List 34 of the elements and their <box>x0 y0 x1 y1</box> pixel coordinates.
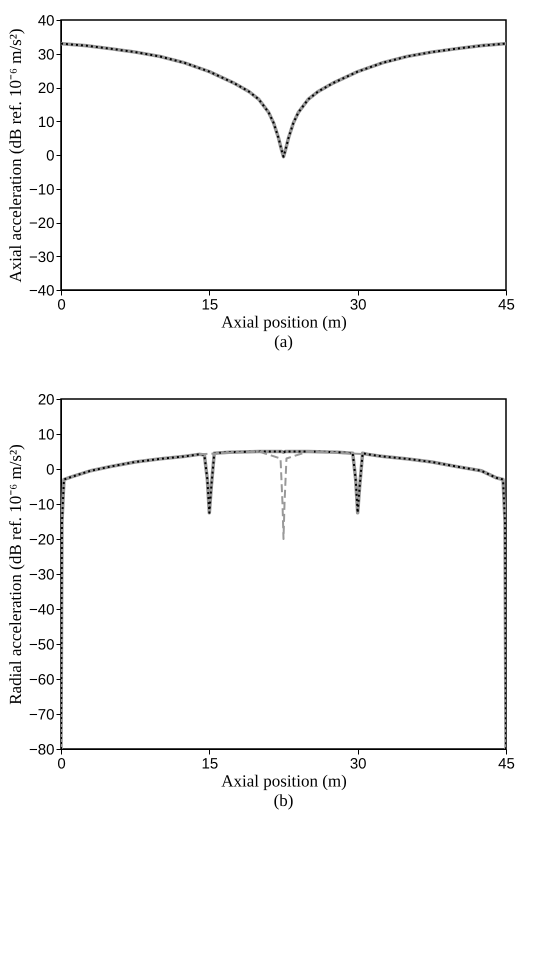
x-tick-label: 45 <box>498 756 515 772</box>
x-tick-label: 15 <box>201 756 218 772</box>
y-axis-title: Axial acceleration (dB ref. 10⁻⁶ m/s²) <box>6 28 26 282</box>
y-axis-title: Radial acceleration (dB ref. 10⁻⁶ m/s²) <box>6 444 26 705</box>
x-tick-label: 0 <box>57 296 66 314</box>
y-tick-label: −70 <box>29 706 54 724</box>
y-tick-label: −50 <box>29 636 54 654</box>
y-tick-label: −20 <box>29 532 54 548</box>
x-tick-label: 0 <box>57 756 66 772</box>
x-tick-label: 30 <box>350 756 367 772</box>
y-tick-label: 0 <box>46 462 54 478</box>
y-tick-label: 20 <box>38 80 54 97</box>
y-tick-label: −10 <box>29 181 54 198</box>
y-tick-label: −40 <box>29 602 54 618</box>
x-tick-label: 15 <box>201 296 218 314</box>
y-tick-label: −30 <box>29 248 54 266</box>
y-tick-label: 20 <box>38 392 54 408</box>
y-tick-label: −30 <box>29 566 54 584</box>
y-tick-label: −40 <box>29 282 54 300</box>
y-tick-label: −20 <box>29 215 54 232</box>
x-tick-label: 30 <box>350 296 367 314</box>
y-tick-label: −10 <box>29 496 54 514</box>
y-tick-label: 40 <box>38 12 54 30</box>
text: (b) <box>274 791 294 810</box>
y-tick-label: −80 <box>29 742 54 758</box>
y-tick-label: 10 <box>38 426 54 444</box>
text: (a) <box>274 332 293 351</box>
y-tick-label: 10 <box>38 114 54 131</box>
x-axis-title: Axial position (m) <box>221 772 347 790</box>
y-tick-label: 30 <box>38 46 54 64</box>
x-tick-label: 45 <box>498 296 515 314</box>
x-axis-title: Axial position (m) <box>221 312 347 332</box>
y-tick-label: 0 <box>46 148 54 164</box>
y-tick-label: −60 <box>29 672 54 688</box>
